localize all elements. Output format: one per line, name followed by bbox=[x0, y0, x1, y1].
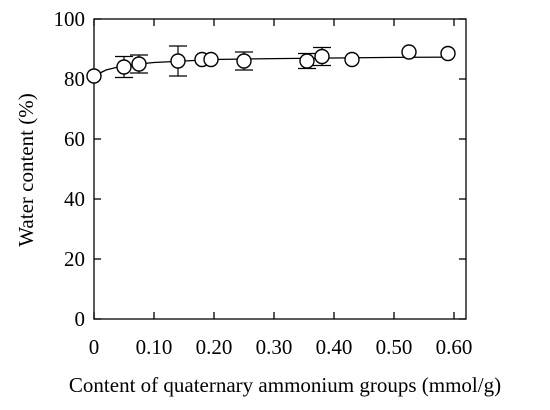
x-tick-label: 0.40 bbox=[316, 335, 353, 359]
x-tick-label: 0.20 bbox=[196, 335, 233, 359]
data-point bbox=[401, 44, 417, 60]
data-point bbox=[116, 59, 132, 75]
plot-frame bbox=[93, 18, 467, 320]
data-point bbox=[440, 45, 456, 62]
y-tick-label: 20 bbox=[64, 247, 85, 271]
data-point bbox=[344, 51, 360, 68]
data-point bbox=[299, 53, 315, 69]
y-axis-label: Water content (%) bbox=[14, 93, 38, 246]
data-point bbox=[236, 53, 252, 69]
data-point bbox=[170, 53, 186, 69]
data-point bbox=[131, 56, 147, 72]
y-tick-label: 60 bbox=[64, 127, 85, 151]
x-tick-label: 0 bbox=[89, 335, 100, 359]
data-point bbox=[314, 48, 330, 65]
y-tick-label: 80 bbox=[64, 67, 85, 91]
x-tick-label: 0.60 bbox=[436, 335, 473, 359]
data-point bbox=[203, 51, 219, 68]
y-tick-label: 100 bbox=[54, 7, 86, 31]
x-axis-label: Content of quaternary ammonium groups (m… bbox=[69, 373, 501, 397]
data-points bbox=[86, 44, 456, 84]
plot-axes: 0 20 40 60 80 100 0 0.10 0.20 0.30 0.40 0.50 0.60 bbox=[54, 7, 473, 359]
data-point bbox=[86, 68, 102, 84]
x-tick-label: 0.50 bbox=[376, 335, 413, 359]
y-tick-label: 40 bbox=[64, 187, 85, 211]
x-tick-label: 0.10 bbox=[136, 335, 173, 359]
y-tick-label: 0 bbox=[75, 307, 86, 331]
x-tick-label: 0.30 bbox=[256, 335, 293, 359]
